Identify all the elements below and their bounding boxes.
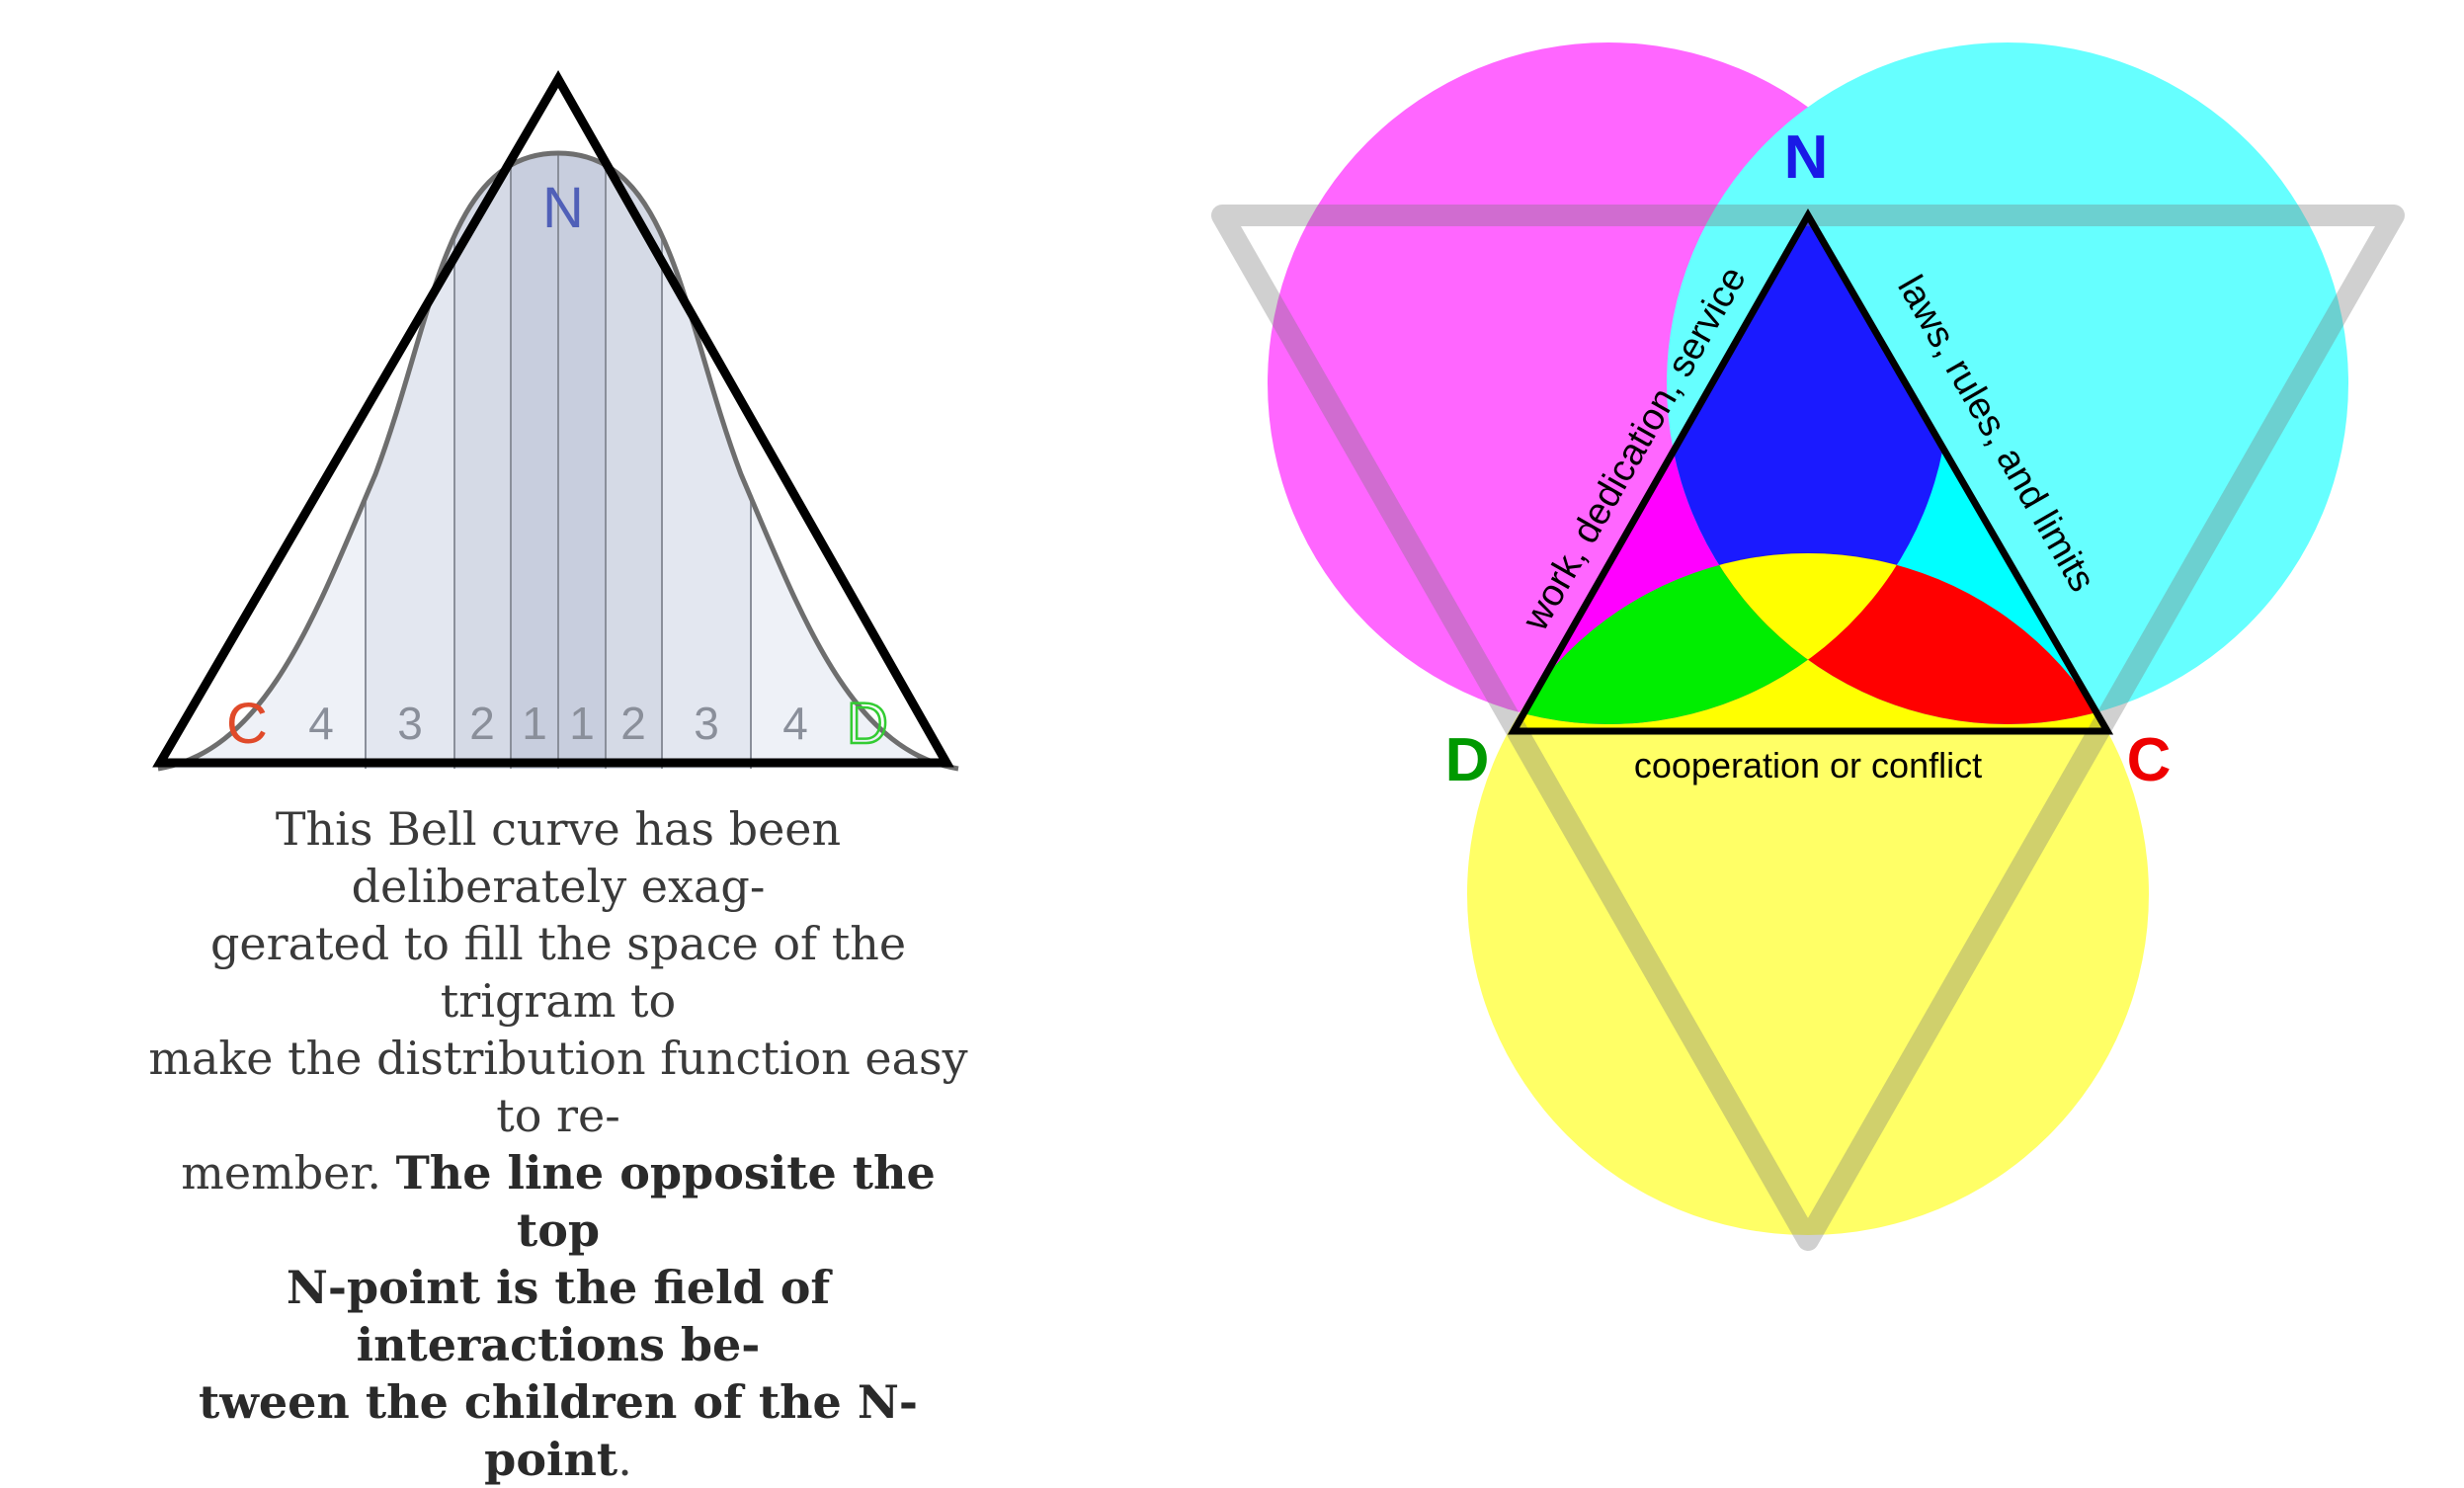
bell-apex-label: N	[542, 176, 584, 240]
vertex-d-label: D	[1445, 726, 1490, 794]
band-number: 4	[782, 698, 808, 749]
caption-line: N-point is the field of interactions be-	[286, 1261, 831, 1371]
inner-triangle	[1507, 207, 2114, 735]
bell-left-label: C	[226, 692, 268, 756]
bell-bands	[158, 153, 958, 769]
bell-curve-line	[157, 150, 959, 772]
trigram-diagram: N D C work, dedication, service laws, ru…	[1211, 42, 2405, 1251]
bell-right-label: D	[847, 692, 888, 756]
band-number: 1	[569, 698, 595, 749]
edge-bottom-label: cooperation or conflict	[1634, 745, 1982, 785]
caption: This Bell curve has been deliberately ex…	[148, 800, 968, 1488]
caption-line: make the distribution function easy to r…	[148, 1032, 968, 1142]
caption-line: tween the children of the N-point.	[148, 1373, 968, 1488]
caption-regular-text: member.	[181, 1146, 396, 1199]
caption-line: member. The line opposite the top	[148, 1144, 968, 1259]
band-number: 2	[620, 698, 646, 749]
caption-line: gerated to fill the space of the trigram…	[209, 917, 907, 1028]
band-number: 2	[469, 698, 495, 749]
caption-period: .	[617, 1433, 632, 1486]
band-number: 1	[522, 698, 547, 749]
caption-bold-text: tween the children of the N-point	[199, 1375, 918, 1486]
caption-bold-text: The line opposite the top	[395, 1146, 936, 1257]
bell-triangle	[152, 69, 954, 768]
vertex-c-label: C	[2127, 726, 2172, 794]
band-number: 3	[397, 698, 423, 749]
vertex-n-label: N	[1784, 124, 1829, 192]
band-number: 4	[308, 698, 334, 749]
band-number: 3	[694, 698, 719, 749]
caption-line: This Bell curve has been deliberately ex…	[275, 802, 842, 913]
